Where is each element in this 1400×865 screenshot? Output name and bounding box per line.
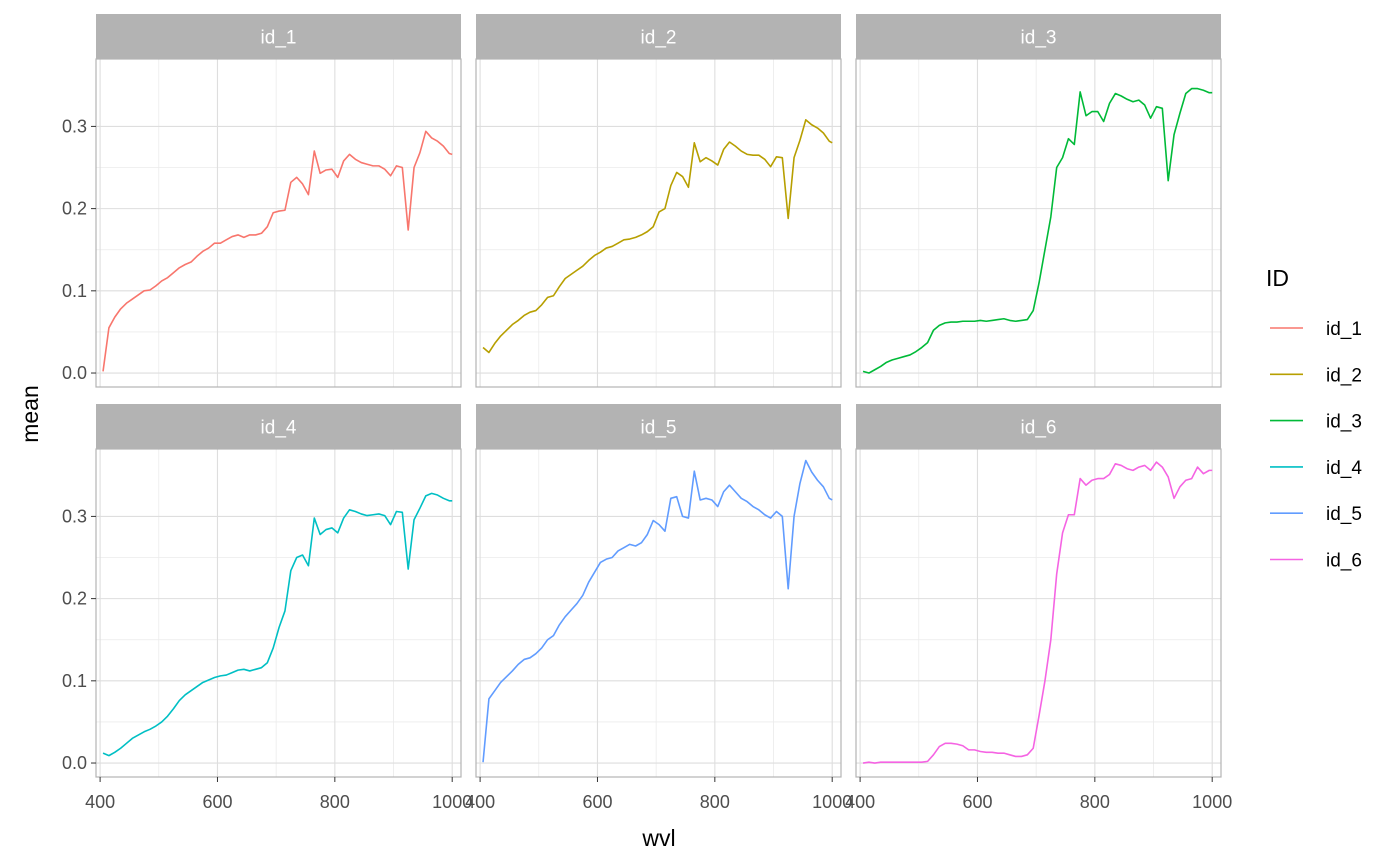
plot-background [476, 449, 841, 777]
y-axis-title: mean [17, 385, 43, 443]
y-tick-label: 0.3 [62, 506, 87, 526]
series-line-id-5 [482, 459, 833, 763]
facet-panel: id_6 [855, 404, 1222, 778]
x-tick-label: 1000 [1192, 792, 1232, 812]
panel-border [95, 58, 462, 388]
legend-label: id_4 [1326, 458, 1362, 479]
y-tick-label: 0.0 [62, 363, 87, 383]
facet-strip [96, 404, 461, 449]
legend-label: id_2 [1326, 365, 1362, 386]
plot-background [96, 449, 461, 777]
facet-panel: id_4 [95, 404, 462, 778]
x-tick-label: 1000 [432, 792, 472, 812]
panel-border [475, 448, 842, 778]
facet-strip-label: id_4 [261, 418, 297, 439]
y-tick-label: 0.3 [62, 116, 87, 136]
legend-item: id_5 [1270, 504, 1362, 525]
legend-item: id_6 [1270, 551, 1362, 572]
x-tick-label: 1000 [812, 792, 852, 812]
facet-panel: id_1 [95, 14, 462, 388]
x-tick-label: 600 [962, 792, 992, 812]
facet-strip [476, 14, 841, 59]
series-line-id-3 [862, 87, 1213, 374]
series-line-id-6 [862, 461, 1213, 764]
legend-item: id_3 [1270, 412, 1362, 433]
series-line-id-1 [102, 130, 453, 372]
panel-border [855, 58, 1222, 388]
facet-strip-label: id_2 [641, 28, 677, 49]
legend-item: id_1 [1270, 319, 1362, 340]
x-tick-label: 800 [1080, 792, 1110, 812]
plot-background [476, 59, 841, 387]
legend: ID id_1 id_2 id_3 id_4 id_5 id_6 [1266, 265, 1362, 572]
facet-panel: id_2 [475, 14, 842, 388]
x-tick-label: 400 [845, 792, 875, 812]
x-tick-label: 600 [202, 792, 232, 812]
legend-label: id_6 [1326, 551, 1362, 572]
x-tick-label: 800 [700, 792, 730, 812]
x-tick-label: 800 [320, 792, 350, 812]
x-tick-label: 600 [582, 792, 612, 812]
plot-background [856, 449, 1221, 777]
legend-label: id_1 [1326, 319, 1362, 340]
legend-item: id_2 [1270, 365, 1362, 386]
series-line-id-4 [102, 492, 453, 757]
facet-strip-label: id_1 [261, 28, 297, 49]
facet-strip-label: id_3 [1021, 28, 1057, 49]
panels-layer: id_1 id_2 id_3 id_4 id_5 id_6 [95, 14, 1222, 778]
legend-item: id_4 [1270, 458, 1362, 479]
y-tick-label: 0.0 [62, 753, 87, 773]
y-tick-label: 0.2 [62, 199, 87, 219]
panel-border [855, 448, 1222, 778]
legend-title: ID [1266, 265, 1289, 291]
y-tick-label: 0.1 [62, 281, 87, 301]
x-tick-label: 400 [85, 792, 115, 812]
facet-strip [476, 404, 841, 449]
x-tick-label: 400 [465, 792, 495, 812]
legend-label: id_3 [1326, 412, 1362, 433]
plot-background [856, 59, 1221, 387]
facet-strip-label: id_6 [1021, 418, 1057, 439]
facet-panel: id_5 [475, 404, 842, 778]
y-tick-label: 0.1 [62, 671, 87, 691]
legend-label: id_5 [1326, 504, 1362, 525]
panel-border [475, 58, 842, 388]
facet-panel: id_3 [855, 14, 1222, 388]
series-line-id-2 [482, 119, 833, 354]
legend-items: id_1 id_2 id_3 id_4 id_5 id_6 [1270, 319, 1362, 572]
facet-strip [856, 14, 1221, 59]
panel-border [95, 448, 462, 778]
facet-strip [96, 14, 461, 59]
facet-strip [856, 404, 1221, 449]
y-tick-label: 0.2 [62, 589, 87, 609]
x-axis-title: wvl [641, 825, 675, 851]
facet-strip-label: id_5 [641, 418, 677, 439]
plot-background [96, 59, 461, 387]
